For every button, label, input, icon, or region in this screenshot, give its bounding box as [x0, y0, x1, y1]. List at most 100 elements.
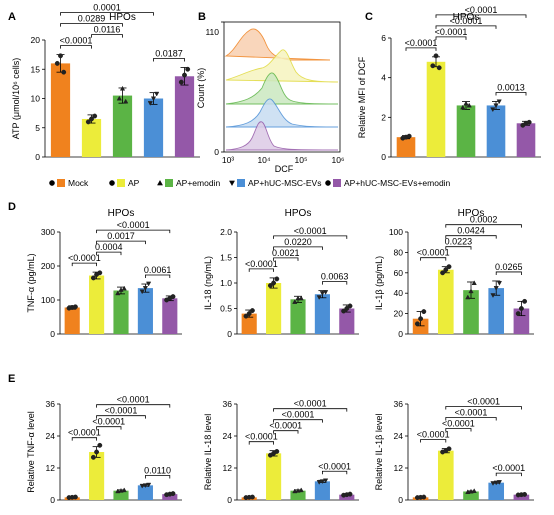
data-point — [145, 281, 152, 287]
data-point — [178, 79, 184, 85]
p-value-label: 0.0187 — [155, 48, 183, 58]
p-value-label: <0.0001 — [68, 253, 101, 263]
legend-item: AP — [109, 178, 140, 188]
data-point — [154, 91, 160, 97]
y-tick-label: 0 — [227, 495, 232, 505]
legend-label: AP+emodin — [176, 178, 220, 188]
significance-bracket — [435, 36, 467, 40]
data-point — [465, 294, 471, 300]
p-value-label: 0.0223 — [445, 237, 473, 247]
bar — [488, 288, 505, 334]
y-tick-label: 6 — [381, 33, 386, 43]
data-point — [97, 270, 103, 276]
data-point — [150, 96, 157, 102]
data-point — [322, 290, 329, 295]
data-point — [526, 119, 532, 125]
histogram-frame — [223, 21, 341, 153]
p-value-label: 0.0063 — [321, 272, 349, 282]
significance-bracket — [96, 415, 146, 419]
data-point — [94, 449, 100, 455]
data-point — [185, 66, 191, 72]
p-value-label: <0.0001 — [92, 417, 125, 427]
data-point — [515, 311, 521, 317]
p-value-label: 0.0017 — [107, 231, 135, 241]
bar — [290, 299, 306, 334]
p-value-label: 0.0004 — [95, 242, 123, 252]
bar — [241, 313, 257, 334]
bar — [174, 76, 195, 157]
p-value-label: <0.0001 — [105, 406, 138, 416]
bar — [396, 137, 416, 157]
data-point — [319, 291, 326, 296]
data-point — [90, 454, 96, 460]
y-tick-label: 20 — [394, 309, 404, 319]
p-value-label: <0.0001 — [294, 226, 327, 236]
data-point — [54, 60, 60, 66]
p-value-label: 0.0289 — [78, 14, 106, 24]
data-point — [121, 487, 127, 493]
data-point — [496, 480, 503, 485]
y-axis-label: Relative MFI of DCF — [357, 56, 367, 138]
panel-title: HPOs — [109, 12, 136, 23]
data-point — [298, 295, 304, 301]
bar — [516, 123, 536, 157]
y-tick-label: 12 — [223, 463, 233, 473]
data-point — [421, 494, 427, 500]
p-value-label: 0.0424 — [457, 226, 485, 236]
legend-item: Mock — [49, 178, 89, 188]
hist-xlabel: DCF — [275, 164, 294, 174]
significance-bracket — [435, 14, 527, 18]
panel-b-histogram: B 0 110 Count (%) 10³ 10⁴ 10⁵ 10⁶ DCF — [196, 11, 344, 174]
p-value-label: <0.0001 — [245, 432, 278, 442]
y-axis-label: IL-1β (pg/mL) — [374, 256, 384, 310]
hist-xtick-1: 10⁴ — [257, 155, 270, 165]
bar — [486, 105, 506, 157]
data-point — [341, 308, 347, 314]
p-value-label: <0.0001 — [405, 38, 438, 48]
y-tick-label: 24 — [223, 431, 233, 441]
p-value-label: <0.0001 — [442, 419, 475, 429]
p-value-label: <0.0001 — [294, 399, 327, 409]
y-tick-label: 0.5 — [220, 304, 232, 314]
data-point — [271, 280, 277, 286]
panel-title: HPOs — [285, 208, 312, 219]
legend-label: AP — [128, 178, 140, 188]
data-point — [493, 480, 499, 486]
y-tick-label: 0 — [35, 152, 40, 162]
data-point — [89, 116, 94, 122]
y-tick-label: 0 — [227, 329, 232, 339]
significance-bracket — [322, 281, 348, 285]
y-axis-label: ATP (μmol/10⁶ cells) — [11, 58, 21, 140]
p-value-label: <0.0001 — [467, 397, 500, 407]
p-value-label: <0.0001 — [117, 395, 150, 405]
data-point — [316, 480, 322, 485]
data-point — [490, 107, 496, 113]
bar — [266, 453, 282, 500]
y-tick-label: 36 — [394, 399, 404, 409]
legend-label: AP+hUC-MSC-EVs — [248, 178, 321, 188]
data-point — [406, 133, 412, 139]
p-value-label: <0.0001 — [68, 428, 101, 438]
p-value-label: 0.0001 — [93, 3, 121, 13]
significance-bracket — [60, 45, 92, 49]
significance-bracket — [445, 235, 497, 239]
significance-bracket — [405, 47, 437, 51]
panel-label: E — [8, 373, 15, 385]
data-point — [92, 113, 98, 119]
significance-bracket — [145, 475, 171, 479]
significance-bracket — [71, 262, 97, 267]
significance-bracket — [420, 439, 447, 443]
hist-trace-ap-evs — [225, 98, 339, 128]
data-point — [97, 442, 103, 448]
p-value-label: <0.0001 — [417, 430, 450, 440]
hist-trace-ap — [225, 49, 339, 83]
p-value-label: <0.0001 — [269, 421, 302, 431]
y-tick-label: 0 — [50, 329, 55, 339]
hist-ytick-max: 110 — [205, 27, 219, 37]
